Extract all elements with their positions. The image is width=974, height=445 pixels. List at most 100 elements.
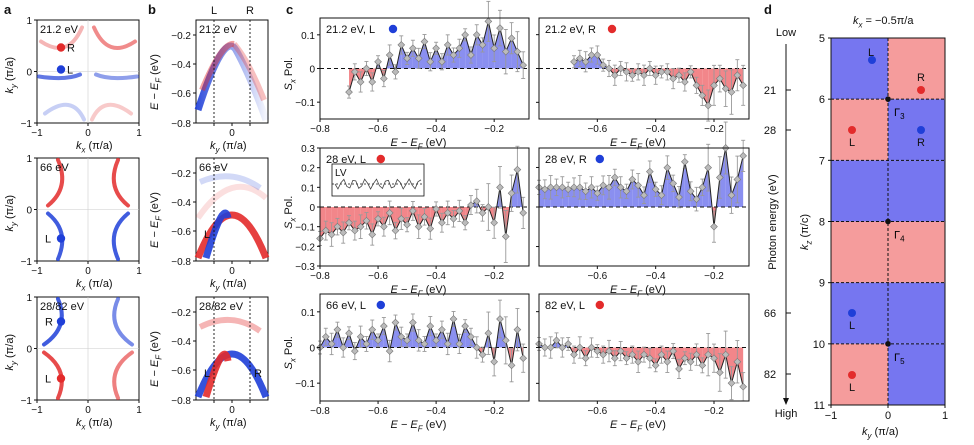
data-line [538, 339, 744, 387]
tick-label: −0.6 [171, 89, 191, 100]
area-fill [597, 185, 604, 207]
data-point [546, 343, 555, 352]
tick-label: 0.1 [301, 308, 315, 319]
data-point [507, 34, 516, 43]
data-point [484, 17, 493, 26]
band-contour [90, 102, 133, 122]
data-point [669, 347, 677, 355]
area-fill [568, 187, 574, 207]
data-point [721, 350, 730, 359]
data-point [593, 189, 602, 198]
data-point [599, 181, 607, 190]
data-point [651, 361, 660, 370]
area-fill [401, 336, 408, 348]
data-point [646, 64, 654, 73]
data-point [640, 191, 648, 200]
tick-label: 0 [309, 203, 315, 214]
tick-label: −0.2 [171, 169, 191, 180]
band-contour [111, 158, 130, 208]
tick-label: −0.2 [171, 31, 191, 42]
band-contour [111, 211, 130, 261]
x-axis-label: ky (π/a) [862, 426, 899, 440]
tick-label: 0 [26, 206, 32, 217]
tick-label: −0.4 [646, 271, 666, 282]
area-fill [725, 68, 732, 93]
tick-label: 0 [26, 68, 32, 79]
energy-label: 28/82 eV [40, 301, 85, 313]
area-fill [737, 155, 744, 207]
gamma-label: Γ5 [894, 352, 905, 366]
tick-label: −1 [31, 266, 43, 277]
data-point [692, 195, 701, 203]
band-contour [112, 350, 134, 400]
x-axis-label: E − EF (eV) [610, 284, 666, 298]
red-dot [376, 154, 385, 164]
data-point [385, 209, 394, 217]
data-point [420, 37, 429, 46]
data-point [455, 44, 464, 53]
tick-label: 0.1 [301, 183, 315, 194]
area-fill [655, 347, 662, 366]
data-point [345, 218, 353, 227]
data-point [397, 332, 406, 341]
data-point [634, 68, 642, 76]
data-point [675, 71, 683, 80]
data-point [397, 214, 406, 223]
red-dot [917, 86, 925, 94]
tick-label: 0 [85, 266, 91, 277]
data-point [467, 332, 475, 341]
data-point [345, 329, 353, 338]
tick-label: −0.2 [704, 406, 724, 417]
band-curve [194, 350, 270, 399]
area-fill [737, 347, 744, 387]
data-point [628, 350, 637, 359]
data-point [663, 163, 672, 172]
data-point [449, 51, 458, 59]
tick-label: −0.2 [484, 271, 504, 282]
data-point [616, 64, 625, 73]
data-point [681, 354, 689, 363]
data-point [710, 81, 718, 90]
band-dispersion-plot-3: 28/82 eV L R −0.2 −0.4 −0.6 −0.8 0ky (π/a) E − E… [149, 296, 270, 431]
red-dot [848, 371, 856, 379]
data-point [581, 187, 590, 196]
tick-label: 1 [26, 16, 32, 27]
data-point [356, 78, 365, 86]
area-fill [539, 187, 545, 207]
data-point [698, 183, 707, 192]
data-point [368, 325, 377, 334]
tick-label: 0 [885, 410, 891, 422]
area-fill [447, 44, 454, 69]
red-dot [595, 300, 604, 310]
panel-letter-a: a [4, 2, 12, 17]
inset-line [334, 178, 422, 190]
band-dispersion-plot-1: 21.2 eV −0.2 −0.4 −0.6 −0.8 0ky (π/a) E − EF (… [149, 19, 270, 154]
subplot-title: 21.2 eV, R [545, 24, 596, 36]
data-point [414, 336, 423, 345]
tick-label: −0.4 [426, 406, 446, 417]
cut-label: L [204, 229, 210, 241]
area-fill [644, 347, 650, 359]
data-point [426, 224, 435, 233]
fermi-surface-plot-1: 21.2 eV RL −1 0 1 −1 0 1 kx (π/a) ky (π/a) [4, 16, 142, 154]
data-point [391, 226, 400, 235]
data-point [686, 357, 695, 366]
data-point [368, 78, 377, 86]
blue-dot [376, 300, 385, 310]
data-point [420, 340, 429, 348]
data-point [507, 189, 516, 198]
kz-region [888, 282, 945, 344]
tick-label: 9 [819, 278, 825, 290]
x-axis-label: ky (π/a) [210, 278, 247, 292]
tick-label: −0.4 [171, 337, 191, 348]
data-point [716, 74, 724, 83]
data-point [426, 322, 435, 330]
tick-label: −1 [21, 119, 33, 130]
data-point [675, 193, 683, 201]
area-fill [550, 187, 557, 207]
area-fill [436, 329, 442, 348]
data-point [339, 343, 348, 352]
data-point [467, 201, 475, 209]
area-fill [667, 167, 674, 207]
